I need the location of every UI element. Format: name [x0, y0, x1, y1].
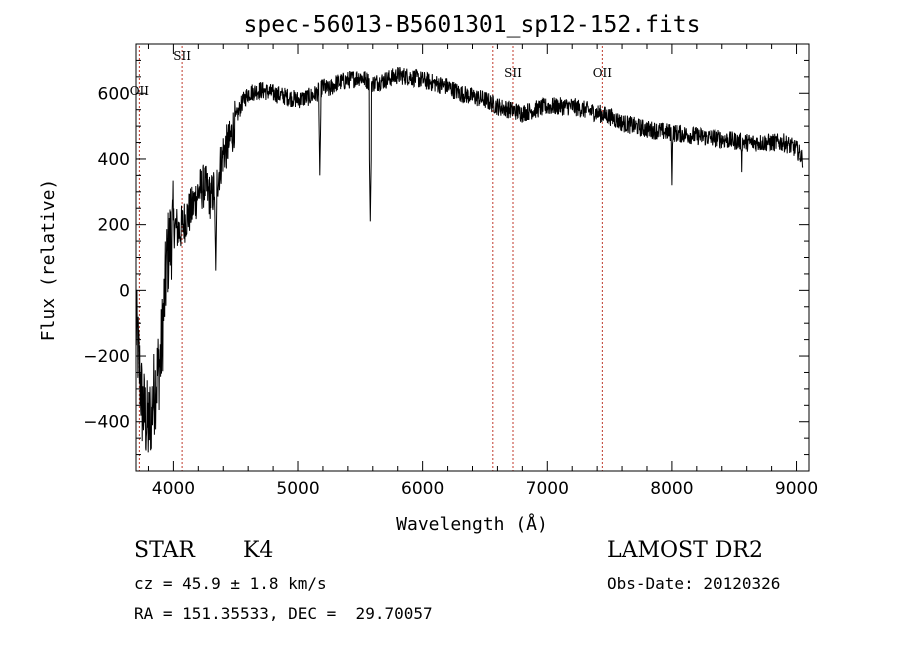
chart-title: spec-56013-B5601301_sp12-152.fits — [244, 12, 701, 38]
survey-label: LAMOST DR2 — [607, 538, 763, 563]
x-tick-label: 4000 — [152, 479, 195, 499]
y-tick-label: 600 — [98, 84, 130, 104]
x-tick-label: 5000 — [276, 479, 319, 499]
y-axis: −400 −200 0 200 400 600 — [83, 59, 809, 456]
x-tick-label: 6000 — [401, 479, 444, 499]
spectral-line-label: OII — [593, 66, 613, 80]
x-tick-label: 9000 — [775, 479, 818, 499]
obs-date-text: Obs-Date: 20120326 — [607, 574, 781, 593]
spectral-line-label: OII — [130, 84, 150, 98]
spectral-line-label: SII — [173, 49, 191, 63]
y-tick-label: −200 — [83, 347, 130, 367]
spectral-line-markers: OII SII SII OII — [130, 46, 613, 471]
x-tick-label: 8000 — [650, 479, 693, 499]
x-axis: 4000 5000 6000 7000 8000 9000 — [147, 44, 818, 499]
spectral-line-label: SII — [504, 66, 522, 80]
y-tick-label: −400 — [83, 413, 130, 433]
radec-text: RA = 151.35533, DEC = 29.70057 — [134, 604, 433, 623]
y-tick-label: 0 — [119, 281, 130, 301]
y-tick-label: 200 — [98, 216, 130, 236]
spectrum-line — [135, 67, 804, 453]
y-axis-label: Flux (relative) — [38, 179, 59, 342]
spectrum-series — [135, 67, 804, 453]
redshift-text: cz = 45.9 ± 1.8 km/s — [134, 574, 327, 593]
x-tick-label: 7000 — [526, 479, 569, 499]
object-subclass: K4 — [243, 538, 274, 563]
y-tick-label: 400 — [98, 150, 130, 170]
object-class: STAR — [134, 538, 195, 563]
x-axis-label: Wavelength (Å) — [396, 513, 548, 535]
